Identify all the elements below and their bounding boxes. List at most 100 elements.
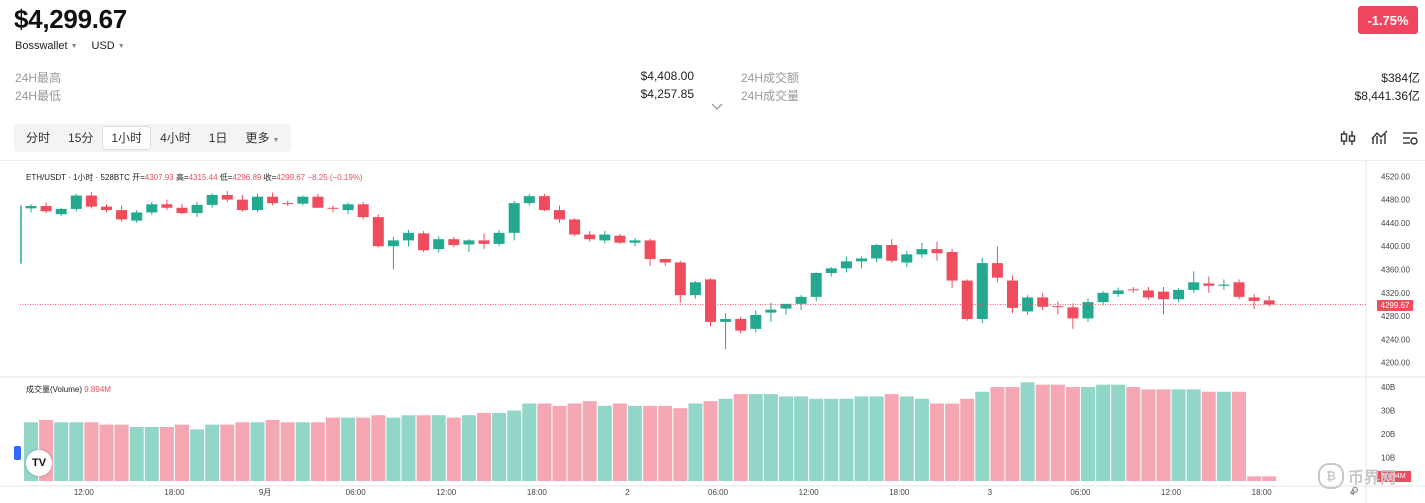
currency-dropdown[interactable]: USD ▼ <box>92 40 125 52</box>
candle-body <box>55 208 67 215</box>
volume-bar <box>1216 391 1231 481</box>
volume-bar <box>507 410 522 481</box>
volume-bar <box>1186 389 1201 481</box>
candle-body <box>554 210 565 220</box>
candle-body <box>357 204 369 218</box>
volume-bar <box>960 398 975 481</box>
candle-body <box>720 318 732 322</box>
legend-open: 4307.93 <box>144 173 174 182</box>
volume-bar <box>779 396 793 481</box>
candle-body <box>1188 282 1200 290</box>
volume-bar <box>1262 476 1277 481</box>
volume-bar <box>190 429 205 481</box>
high-label: 24H最高 <box>15 71 62 85</box>
time-tick-label: 2 <box>625 488 630 497</box>
candle-body <box>886 245 898 261</box>
volume-tick-label: 20B <box>1381 430 1395 439</box>
volume-bar <box>310 422 325 481</box>
candle-body <box>946 252 958 281</box>
chevron-down-icon: ▼ <box>272 137 280 144</box>
candle-body <box>372 217 384 247</box>
legend-change: −8.25 (−0.19%) <box>307 173 363 182</box>
watermark: ₿ 币界网 <box>1318 463 1396 489</box>
volume-bar <box>914 398 929 481</box>
tab-timeline[interactable]: 分时 <box>26 131 51 145</box>
chart-settings-icon[interactable]: ⚙ <box>1351 485 1360 495</box>
volume-bar <box>371 415 386 481</box>
settings-icon[interactable] <box>1401 129 1419 147</box>
tab-15m[interactable]: 15分 <box>68 131 94 145</box>
candle-body <box>493 232 505 244</box>
volume-bar <box>718 398 733 481</box>
volume-bar <box>416 415 431 481</box>
price-tick-label: 4520.00 <box>1381 172 1410 181</box>
candle-body <box>538 196 550 211</box>
time-tick-label: 06:00 <box>346 488 367 497</box>
candlestick-chart[interactable]: 4520.00 4480.00 4440.00 4400.00 4360.00 4320.… <box>0 160 1425 503</box>
volume-bar <box>1050 384 1065 481</box>
legend-close-label: 收= <box>263 173 277 182</box>
candle-body <box>312 196 324 208</box>
legend-symbol: ETH/USDT · 1小时 · 528BTC <box>26 173 130 182</box>
volume-value: $8,441.36亿 <box>1354 89 1420 103</box>
volume-bar <box>930 403 944 481</box>
volume-bar <box>1232 391 1246 481</box>
volume-bar <box>1065 387 1080 481</box>
candle-body <box>976 263 988 319</box>
volume-bar <box>144 426 159 481</box>
tab-1d[interactable]: 1日 <box>208 131 228 145</box>
time-tick-label: 06:00 <box>708 488 729 497</box>
candle-body <box>40 206 52 212</box>
candle-body <box>1082 302 1094 319</box>
volume-tick-label: 40B <box>1381 383 1395 392</box>
low-label: 24H最低 <box>15 89 62 103</box>
candle-body <box>403 232 414 241</box>
currency-label: USD <box>91 40 115 52</box>
tab-more[interactable]: 更多 ▼ <box>237 127 287 149</box>
volume-bar <box>1156 389 1171 481</box>
candle-chart-icon[interactable] <box>1339 129 1357 147</box>
side-panel-toggle[interactable] <box>14 446 21 460</box>
volume-bar <box>597 405 612 481</box>
tab-1h[interactable]: 1小时 <box>103 127 151 149</box>
expand-chevron-icon[interactable] <box>710 99 724 113</box>
volume-bar <box>612 403 627 481</box>
candle-body <box>327 207 339 209</box>
price-legend: ETH/USDT · 1小时 · 528BTC 开=4307.93 高=4315… <box>26 172 363 183</box>
candle-body <box>735 318 747 331</box>
volume-bar <box>84 422 99 481</box>
volume-bar <box>809 398 824 481</box>
candle-body <box>206 194 218 205</box>
tab-4h[interactable]: 4小时 <box>160 131 191 145</box>
turnover-value: $384亿 <box>1381 71 1420 85</box>
candle-body <box>1007 280 1018 308</box>
low-value: $4,257.85 <box>640 87 694 101</box>
volume-bar <box>884 394 899 481</box>
volume-bar <box>326 417 340 481</box>
candle-body <box>1097 292 1109 303</box>
last-price-tag: 4299.67 <box>1377 300 1413 311</box>
timeframe-tabs: 分时 15分 1小时 4小时 1日 更多 ▼ <box>14 124 292 152</box>
candle-body <box>297 196 309 204</box>
legend-low-label: 低= <box>219 173 233 182</box>
chevron-down-icon: ▼ <box>117 42 125 50</box>
price-tick-label: 4440.00 <box>1381 219 1410 228</box>
time-tick-label: 9月 <box>259 488 271 497</box>
legend-open-label: 开= <box>132 173 145 182</box>
volume-bar <box>582 401 597 481</box>
time-tick-label: 12:00 <box>799 488 820 497</box>
volume-bar <box>265 419 280 481</box>
candle-body <box>856 258 867 262</box>
volume-bar <box>1201 391 1216 481</box>
exchange-dropdown[interactable]: Bosswallet ▼ <box>15 40 78 52</box>
indicator-icon[interactable] <box>1371 129 1389 147</box>
volume-bar <box>733 394 748 481</box>
volume-bar <box>54 422 69 481</box>
price-tick-label: 4480.00 <box>1381 196 1410 205</box>
candle-body <box>1127 289 1139 291</box>
candle-body <box>629 240 641 243</box>
volume-bar <box>1081 387 1095 481</box>
volume-bar <box>235 422 250 481</box>
candle-body <box>599 234 611 241</box>
tradingview-logo-icon[interactable]: TV <box>26 450 52 476</box>
